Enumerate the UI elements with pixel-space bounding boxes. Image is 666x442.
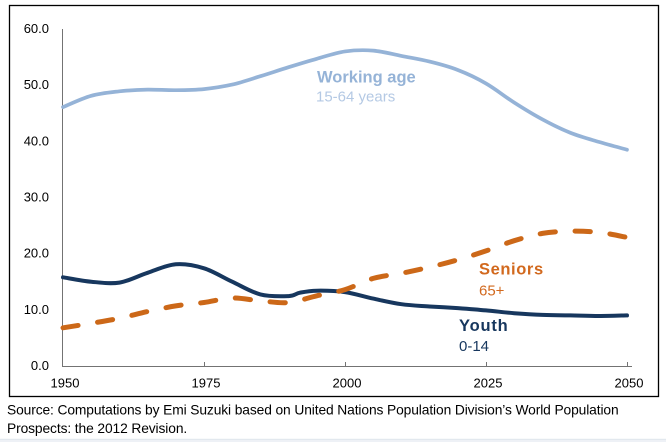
svg-text:20.0: 20.0 bbox=[24, 246, 49, 261]
svg-text:0.0: 0.0 bbox=[31, 358, 49, 373]
svg-text:Youth: Youth bbox=[459, 317, 509, 335]
svg-text:1950: 1950 bbox=[51, 376, 80, 391]
svg-text:60.0: 60.0 bbox=[24, 21, 49, 36]
svg-text:15-64 years: 15-64 years bbox=[316, 89, 395, 106]
svg-text:2050: 2050 bbox=[615, 376, 644, 391]
svg-text:2000: 2000 bbox=[333, 376, 362, 391]
svg-text:Working age: Working age bbox=[317, 69, 416, 87]
svg-text:Seniors: Seniors bbox=[479, 261, 544, 279]
svg-text:0-14: 0-14 bbox=[459, 338, 489, 355]
svg-text:Prospects: the 2012 Revision.: Prospects: the 2012 Revision. bbox=[7, 421, 187, 436]
svg-text:2025: 2025 bbox=[474, 376, 503, 391]
svg-text:40.0: 40.0 bbox=[24, 133, 49, 148]
svg-text:Source: Computations by Emi Su: Source: Computations by Emi Suzuki based… bbox=[7, 402, 619, 417]
svg-text:10.0: 10.0 bbox=[24, 302, 49, 317]
svg-text:30.0: 30.0 bbox=[24, 190, 49, 205]
svg-text:50.0: 50.0 bbox=[24, 77, 49, 92]
svg-text:1975: 1975 bbox=[192, 376, 221, 391]
svg-text:65+: 65+ bbox=[479, 283, 505, 300]
